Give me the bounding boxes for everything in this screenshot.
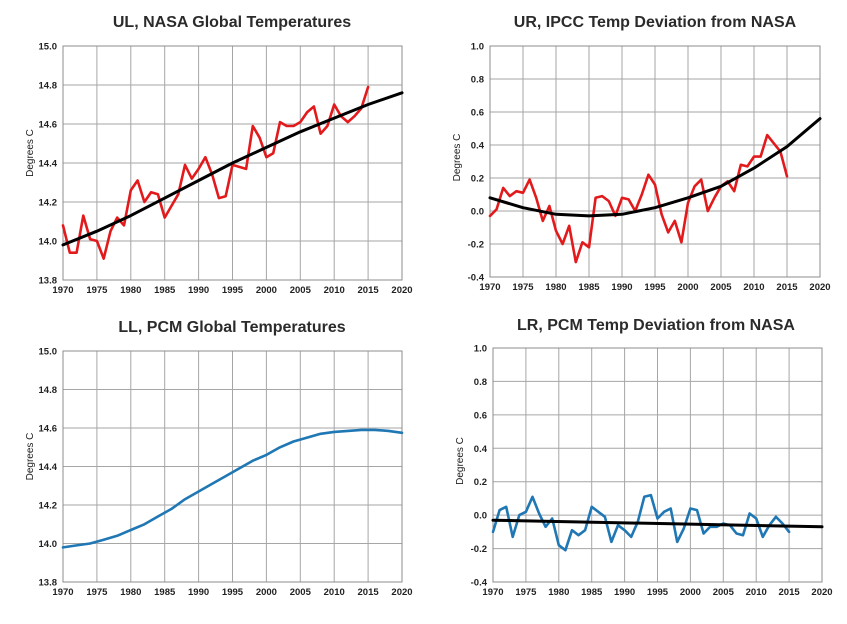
- x-tick-label: 2020: [809, 282, 830, 293]
- x-tick-label: 1995: [222, 587, 244, 598]
- x-tick-label: 1970: [52, 285, 73, 296]
- series-line-deviation: [488, 133, 789, 264]
- y-tick-label: 14.0: [39, 539, 58, 550]
- y-tick-label: 15.0: [39, 42, 58, 53]
- y-tick-label: 13.8: [39, 578, 58, 589]
- x-tick-label: 1995: [647, 587, 669, 598]
- x-tick-label: 1990: [614, 587, 635, 598]
- chart-title: LL, PCM Global Temperatures: [118, 319, 345, 336]
- x-tick-label: 2000: [680, 587, 701, 598]
- x-tick-label: 2010: [324, 587, 345, 598]
- x-tick-label: 2000: [677, 282, 698, 293]
- chart-panel-ll: LL, PCM Global Temperatures 1970 1975 1980 1…: [25, 319, 413, 598]
- y-tick-label: 13.8: [39, 276, 58, 287]
- x-tick-label: 2000: [256, 285, 277, 296]
- x-tick-label: 1985: [578, 282, 600, 293]
- x-tick-label: 1975: [86, 587, 108, 598]
- x-tick-label: 1975: [512, 282, 534, 293]
- y-tick-label: 0.4: [474, 444, 488, 455]
- y-tick-label: 0.2: [474, 477, 487, 488]
- y-tick-label: 0.8: [471, 75, 484, 86]
- x-tick-label: 2015: [776, 282, 798, 293]
- x-tick-label: 2005: [290, 587, 312, 598]
- x-tick-label: 1970: [479, 282, 500, 293]
- series-line-trend: [61, 91, 404, 247]
- y-tick-label: 0.2: [471, 174, 484, 185]
- x-tick-label: 1995: [222, 285, 244, 296]
- chart-panel-ul: UL, NASA Global Temperatures 1970 1975 1980…: [25, 14, 413, 296]
- x-tick-label: 1990: [611, 282, 632, 293]
- y-tick-label: 0.6: [474, 410, 487, 421]
- x-tick-label: 2020: [391, 285, 412, 296]
- y-tick-label: 0.6: [471, 108, 484, 119]
- y-tick-label: 0.0: [471, 207, 484, 218]
- plot-area-frame: [62, 350, 403, 583]
- x-tick-label: 1990: [188, 285, 209, 296]
- x-tick-label: 2020: [391, 587, 412, 598]
- x-tick-label: 1980: [120, 285, 141, 296]
- x-tick-label: 2010: [324, 285, 345, 296]
- x-tick-label: 2015: [358, 285, 380, 296]
- y-axis-label: Degrees C: [25, 129, 36, 177]
- chart-panel-lr: LR, PCM Temp Deviation from NASA 1970 1975…: [455, 317, 833, 598]
- x-tick-label: 1995: [644, 282, 666, 293]
- plot-area-frame: [492, 347, 823, 583]
- plot-area-frame: [62, 45, 403, 281]
- y-tick-label: -0.4: [471, 578, 488, 589]
- y-axis-label: Degrees C: [455, 437, 466, 485]
- x-tick-label: 2005: [713, 587, 735, 598]
- x-tick-label: 1980: [120, 587, 141, 598]
- x-tick-label: 2010: [743, 282, 764, 293]
- series-line-trend: [491, 518, 824, 529]
- x-tick-label: 1985: [154, 285, 176, 296]
- plot-area-frame: [489, 45, 821, 278]
- chart-title: UR, IPCC Temp Deviation from NASA: [514, 14, 797, 31]
- chart-title: LR, PCM Temp Deviation from NASA: [517, 317, 795, 334]
- x-tick-label: 2015: [358, 587, 380, 598]
- y-tick-label: 14.6: [39, 424, 58, 435]
- y-tick-label: 0.8: [474, 377, 487, 388]
- x-tick-label: 1985: [581, 587, 603, 598]
- x-tick-label: 1975: [515, 587, 537, 598]
- y-tick-label: 14.0: [39, 237, 58, 248]
- y-tick-label: 1.0: [474, 344, 487, 355]
- y-tick-label: 14.2: [39, 198, 58, 209]
- x-tick-label: 1975: [86, 285, 108, 296]
- x-tick-label: 1980: [548, 587, 569, 598]
- x-tick-label: 1970: [52, 587, 73, 598]
- y-tick-label: -0.2: [468, 240, 484, 251]
- y-tick-label: 14.4: [39, 462, 58, 473]
- y-tick-label: 1.0: [471, 42, 484, 53]
- x-tick-label: 1985: [154, 587, 176, 598]
- series-line-trend: [488, 117, 822, 218]
- x-tick-label: 1990: [188, 587, 209, 598]
- x-tick-label: 2020: [811, 587, 832, 598]
- y-tick-label: -0.4: [468, 273, 485, 284]
- y-tick-label: 0.4: [471, 141, 485, 152]
- chart-panel-ur: UR, IPCC Temp Deviation from NASA 1970 197…: [452, 14, 831, 293]
- y-tick-label: 14.8: [39, 385, 58, 396]
- y-tick-label: 15.0: [39, 347, 58, 358]
- y-tick-label: -0.2: [471, 544, 487, 555]
- x-tick-label: 2005: [710, 282, 732, 293]
- x-tick-label: 1970: [482, 587, 503, 598]
- x-tick-label: 2005: [290, 285, 312, 296]
- x-tick-label: 2010: [746, 587, 767, 598]
- x-tick-label: 2000: [256, 587, 277, 598]
- y-tick-label: 0.0: [474, 511, 487, 522]
- x-tick-label: 2015: [779, 587, 801, 598]
- chart-title: UL, NASA Global Temperatures: [113, 14, 351, 31]
- y-tick-label: 14.2: [39, 501, 58, 512]
- x-tick-label: 1980: [545, 282, 566, 293]
- y-axis-label: Degrees C: [25, 433, 36, 481]
- series-line-pcm: [61, 428, 404, 549]
- y-axis-label: Degrees C: [452, 134, 463, 182]
- y-tick-label: 14.4: [39, 159, 58, 170]
- y-tick-label: 14.6: [39, 120, 58, 131]
- y-tick-label: 14.8: [39, 81, 58, 92]
